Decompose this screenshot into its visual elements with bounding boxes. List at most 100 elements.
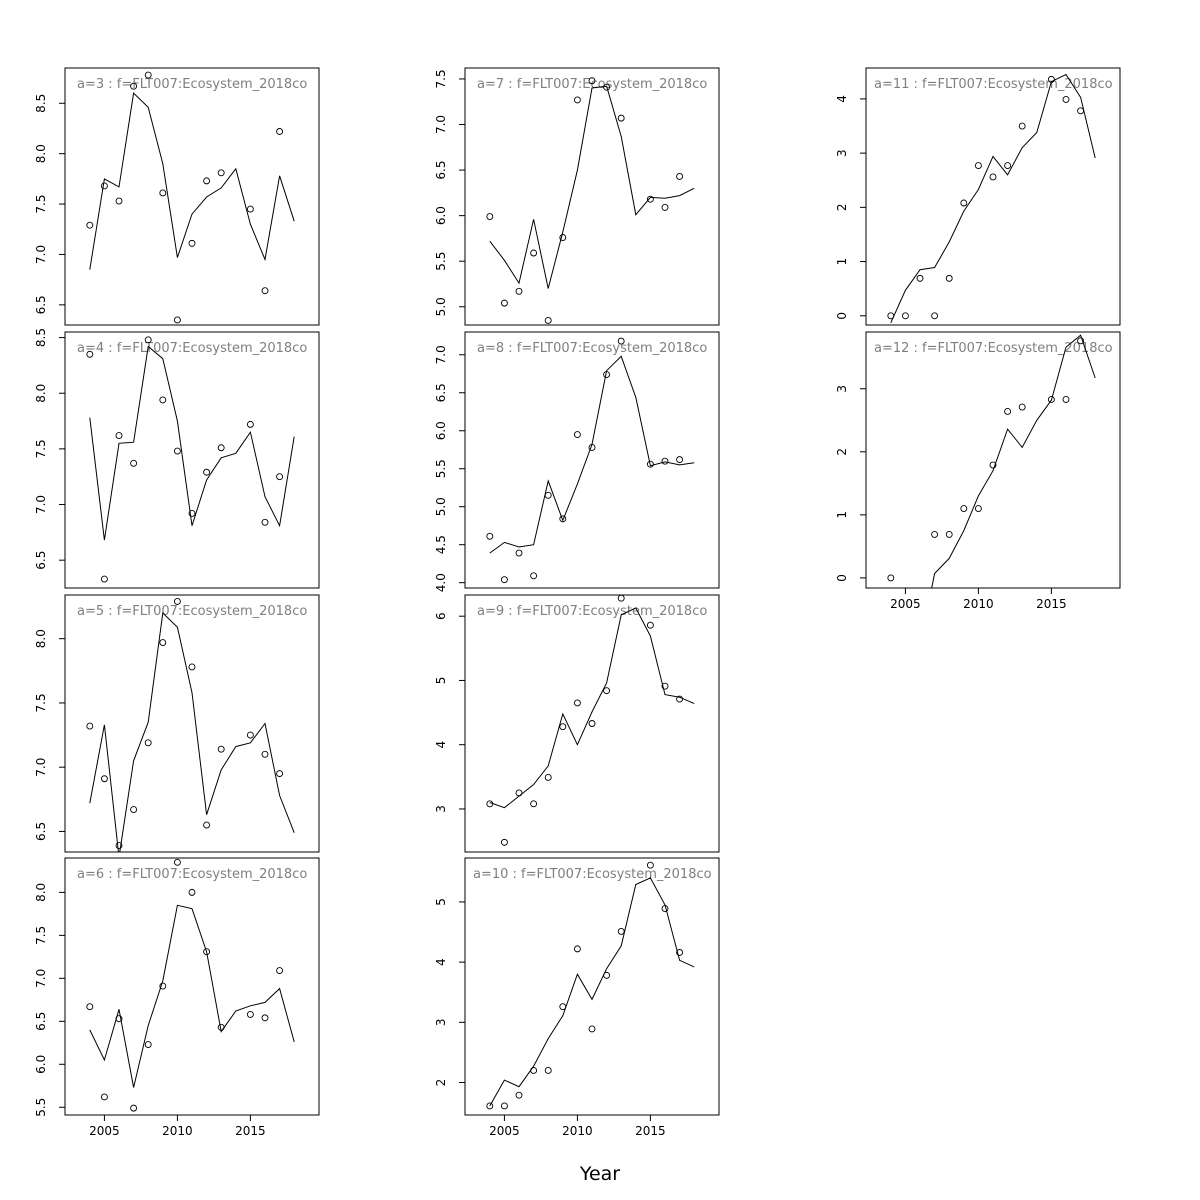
y-tick-label: 5.5 (34, 1098, 48, 1117)
y-tick-label: 5.0 (434, 297, 448, 316)
observed-point (276, 473, 284, 481)
observed-point (261, 518, 269, 526)
observed-point (1047, 396, 1055, 403)
fitted-line (89, 345, 295, 541)
y-tick-label: 4.5 (434, 535, 448, 554)
observed-point (217, 745, 225, 753)
observed-point (276, 967, 284, 975)
observed-point (203, 177, 211, 185)
y-tick-label: 2 (835, 448, 849, 456)
y-tick-label: 6 (434, 612, 448, 620)
observed-point (86, 221, 94, 229)
y-tick-label: 3 (835, 385, 849, 393)
fitted-line (489, 607, 695, 809)
plot-area (86, 336, 295, 583)
y-tick-label: 8.0 (34, 883, 48, 902)
observed-point (188, 888, 196, 896)
observed-point (617, 595, 625, 602)
panel-frame (464, 67, 720, 326)
panel-a11: 0 1 2 3 4 a=11 : f=FLT007:Ecosystem_2018co (835, 67, 1121, 326)
observed-point (617, 114, 625, 122)
observed-point (544, 1067, 552, 1074)
observed-point (676, 695, 684, 703)
plot-area (486, 337, 695, 584)
y-tick-label: 6.0 (434, 206, 448, 225)
x-tick-label: 2015 (635, 1124, 666, 1138)
observed-point (246, 1010, 254, 1018)
y-tick-label: 2 (434, 1079, 448, 1087)
y-tick-label: 0 (835, 312, 849, 320)
x-tick-label: 2005 (890, 597, 921, 611)
observed-point (661, 203, 669, 211)
observed-point (130, 1104, 138, 1112)
observed-point (515, 789, 523, 797)
panel-title: a=6 : f=FLT007:Ecosystem_2018co (77, 867, 307, 882)
observed-point (544, 774, 552, 781)
y-tick-label: 5.5 (434, 459, 448, 478)
observed-point (276, 770, 284, 778)
x-tick-label: 2010 (162, 1124, 193, 1138)
observed-point (261, 287, 269, 295)
observed-point (144, 739, 152, 747)
observed-point (159, 189, 167, 197)
panel-title: a=10 : f=FLT007:Ecosystem_2018co (473, 867, 712, 882)
panel-frame (464, 594, 720, 853)
observed-point (1077, 337, 1085, 345)
y-tick-label: 4 (434, 741, 448, 749)
y-tick-label: 4 (434, 958, 448, 966)
panel-a5: 6.5 7.0 7.5 8.0 a=5 : f=FLT007:Ecosystem_201… (34, 594, 320, 853)
x-tick-label: 2010 (562, 1124, 593, 1138)
y-tick-label: 6.5 (434, 383, 448, 402)
fitted-line (931, 334, 1096, 588)
observed-point (486, 800, 494, 808)
observed-point (916, 274, 924, 282)
y-tick-label: 7.5 (434, 69, 448, 88)
observed-point (530, 572, 538, 580)
y-tick-label: 5.5 (434, 252, 448, 271)
panel-frame (464, 331, 720, 589)
y-tick-label: 8.0 (34, 384, 48, 403)
observed-point (100, 182, 108, 190)
y-tick-label: 6.5 (34, 295, 48, 314)
panel-title: a=4 : f=FLT007:Ecosystem_2018co (77, 341, 307, 356)
observed-point (515, 287, 523, 295)
observed-point (515, 1091, 523, 1099)
y-tick-label: 6.5 (434, 161, 448, 180)
y-tick-label: 8.0 (34, 144, 48, 163)
observed-point (617, 927, 625, 935)
observed-point (603, 83, 611, 91)
observed-point (217, 1023, 225, 1031)
observed-point (676, 456, 684, 464)
observed-point (530, 249, 538, 257)
fitted-line (489, 355, 695, 554)
observed-point (486, 213, 494, 220)
y-tick-label: 5 (434, 677, 448, 685)
observed-point (1047, 75, 1055, 83)
x-axis-label: Year (579, 1163, 620, 1185)
panel-frame (865, 67, 1121, 326)
y-tick-label: 4.0 (434, 573, 448, 592)
observed-point (276, 128, 284, 135)
y-tick-label: 6.5 (34, 1012, 48, 1031)
observed-point (1004, 407, 1012, 415)
panel-a9: 3 4 5 6 a=9 : f=FLT007:Ecosystem_2018co (434, 594, 720, 853)
observed-point (115, 1015, 123, 1023)
observed-point (173, 316, 181, 324)
observed-point (676, 949, 684, 956)
observed-point (246, 420, 254, 428)
observed-point (646, 621, 654, 629)
observed-point (960, 199, 968, 207)
y-tick-label: 3 (835, 149, 849, 157)
observed-point (500, 576, 508, 584)
x-tick-label: 2010 (963, 597, 994, 611)
observed-point (661, 905, 669, 913)
y-tick-label: 3 (434, 1018, 448, 1026)
observed-point (246, 731, 254, 739)
y-tick-label: 1 (835, 258, 849, 266)
panel-a8: 4.0 4.5 5.0 5.5 6.0 6.5 7.0 a=8 : f=FLT007:Ecos… (434, 331, 720, 592)
observed-point (86, 722, 94, 730)
y-tick-label: 6.0 (434, 421, 448, 440)
fitted-line (89, 611, 295, 852)
observed-point (188, 509, 196, 517)
